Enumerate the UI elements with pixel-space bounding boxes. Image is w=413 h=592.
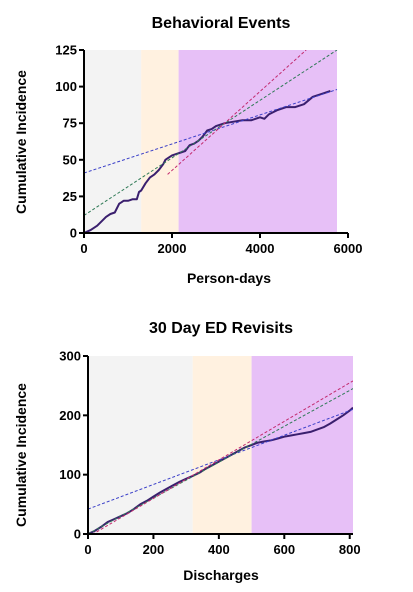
trend-line-a: [88, 408, 353, 510]
trend-line-b: [88, 388, 353, 534]
phase-band-3: [178, 50, 337, 233]
phase-band-1: [84, 50, 142, 233]
y-tick-label: 25: [63, 189, 77, 204]
y-tick-label: 0: [74, 527, 81, 542]
chart-behavioral-events: Behavioral Events Person-days Cumulative…: [13, 15, 362, 286]
y-tick-label: 100: [55, 79, 77, 94]
x-tick-label: 2000: [158, 241, 187, 256]
trend-line-c: [92, 380, 353, 534]
x-tick-label: 6000: [334, 241, 363, 256]
x-tick-label: 4000: [246, 241, 275, 256]
y-tick-label: 200: [59, 408, 81, 423]
chart-title-ed-revisits: 30 Day ED Revisits: [149, 320, 293, 337]
observed-line: [84, 90, 331, 233]
phase-band-2: [141, 50, 179, 233]
chart-title-behavioral-events: Behavioral Events: [152, 15, 291, 32]
x-tick-label: 600: [273, 542, 295, 557]
y-tick-label: 50: [63, 152, 77, 167]
y-tick-label: 100: [59, 467, 81, 482]
x-tick-label: 200: [143, 542, 165, 557]
y-tick-label: 300: [59, 349, 81, 364]
y-axis-label-behavioral-events: Cumulative Incidence: [13, 70, 29, 214]
trend-line-b: [84, 50, 338, 216]
x-axis-label-ed-revisits: Discharges: [183, 567, 259, 583]
phase-band-3: [251, 356, 353, 534]
y-tick-label: 125: [55, 43, 77, 58]
x-tick-label: 400: [208, 542, 230, 557]
x-tick-label: 0: [80, 241, 87, 256]
phase-band-2: [192, 356, 252, 534]
chart-ed-revisits: 30 Day ED Revisits Discharges Cumulative…: [13, 320, 361, 583]
y-tick-label: 0: [70, 226, 77, 241]
trend-line-a: [84, 89, 338, 174]
y-tick-label: 75: [63, 116, 77, 131]
x-tick-label: 0: [84, 542, 91, 557]
x-tick-label: 800: [339, 542, 361, 557]
x-axis-label-behavioral-events: Person-days: [187, 270, 271, 286]
trend-line-c: [167, 50, 307, 175]
phase-band-1: [88, 356, 193, 534]
y-axis-label-ed-revisits: Cumulative Incidence: [13, 383, 29, 527]
